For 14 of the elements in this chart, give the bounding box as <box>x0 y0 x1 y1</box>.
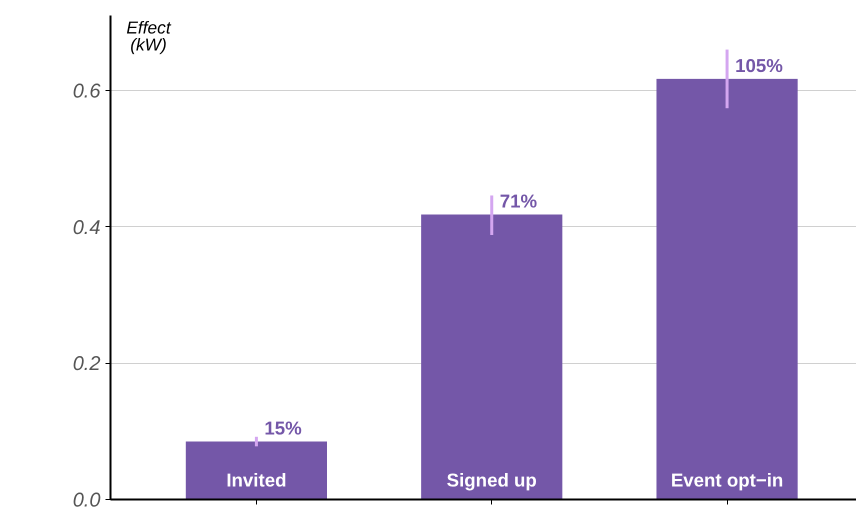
y-tick-label: 0.4 <box>72 216 101 239</box>
bar <box>656 78 798 500</box>
x-tick-label: Invited <box>226 470 286 490</box>
bar <box>421 214 562 500</box>
annotation: 105% <box>735 54 784 76</box>
y-tick-label: 0.2 <box>72 353 101 376</box>
bar <box>186 442 328 500</box>
y-tick-label: 0.0 <box>72 490 101 512</box>
y-tick-label: 0.6 <box>72 80 102 102</box>
annotation: 15% <box>264 418 302 439</box>
x-tick-label: Event opt−in <box>670 470 784 490</box>
annotation: 71% <box>500 190 538 212</box>
x-tick-label: Signed up <box>446 470 537 490</box>
y-axis-title: Effect (kW) <box>126 18 172 54</box>
